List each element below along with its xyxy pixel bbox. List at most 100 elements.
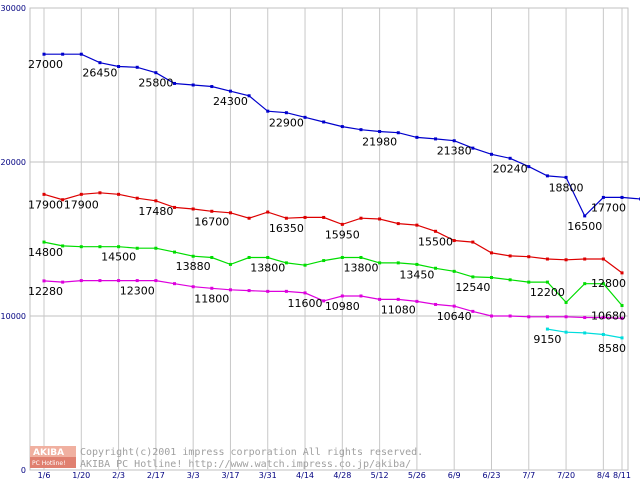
blue-point bbox=[303, 115, 307, 119]
red-point bbox=[284, 216, 288, 220]
magenta-data-label: 11080 bbox=[381, 303, 416, 316]
magenta-point bbox=[508, 314, 512, 318]
magenta-point bbox=[471, 309, 475, 313]
red-data-label: 16350 bbox=[269, 222, 304, 235]
magenta-point bbox=[154, 279, 158, 283]
cyan-point bbox=[564, 330, 568, 334]
red-point bbox=[228, 211, 232, 215]
red-point bbox=[601, 257, 605, 261]
green-series-line bbox=[43, 241, 623, 306]
blue-point bbox=[98, 61, 102, 65]
red-data-label: 16700 bbox=[194, 215, 229, 228]
green-point bbox=[434, 266, 438, 270]
green-point bbox=[191, 254, 195, 258]
blue-point bbox=[79, 52, 83, 56]
magenta-point bbox=[42, 279, 46, 283]
green-point bbox=[471, 275, 475, 279]
magenta-point bbox=[415, 299, 419, 303]
blue-point bbox=[471, 146, 475, 150]
blue-point bbox=[191, 83, 195, 87]
green-point bbox=[601, 282, 605, 286]
blue-point bbox=[434, 137, 438, 141]
blue-point bbox=[173, 81, 177, 85]
green-data-label: 13800 bbox=[343, 261, 378, 274]
green-point bbox=[583, 282, 587, 286]
red-point bbox=[154, 199, 158, 203]
red-point bbox=[583, 257, 587, 261]
green-point bbox=[228, 262, 232, 266]
green-data-label: 12200 bbox=[530, 286, 565, 299]
green-data-label: 14800 bbox=[28, 246, 63, 259]
akiba-logo-bottom: PC Hotline! bbox=[32, 460, 65, 467]
red-point bbox=[415, 223, 419, 227]
magenta-point bbox=[284, 289, 288, 293]
blue-point bbox=[135, 65, 139, 69]
copyright-line-1: Copyright(c)2001 impress corporation All… bbox=[80, 447, 423, 458]
red-point bbox=[452, 239, 456, 243]
green-point bbox=[415, 262, 419, 266]
blue-data-label: 24300 bbox=[213, 95, 248, 108]
green-point bbox=[322, 259, 326, 263]
green-data-label: 13450 bbox=[399, 268, 434, 281]
magenta-point bbox=[601, 316, 605, 320]
magenta-data-label: 12300 bbox=[120, 285, 155, 298]
x-tick-label: 5/12 bbox=[371, 471, 389, 480]
blue-data-label: 26450 bbox=[82, 67, 117, 80]
red-point bbox=[303, 215, 307, 219]
red-point bbox=[378, 217, 382, 221]
blue-point bbox=[378, 130, 382, 134]
x-tick-label: 2/3 bbox=[112, 471, 125, 480]
red-point bbox=[489, 251, 493, 255]
blue-point bbox=[247, 94, 251, 98]
magenta-point bbox=[564, 315, 568, 319]
blue-point bbox=[42, 52, 46, 56]
red-data-label: 17900 bbox=[28, 198, 63, 211]
green-data-label: 12540 bbox=[455, 281, 490, 294]
magenta-point bbox=[79, 279, 83, 283]
red-point bbox=[266, 210, 270, 214]
magenta-data-label: 12280 bbox=[28, 285, 63, 298]
green-point bbox=[378, 261, 382, 265]
red-data-label: 15950 bbox=[325, 228, 360, 241]
blue-data-label: 16500 bbox=[567, 220, 602, 233]
blue-point bbox=[452, 139, 456, 143]
x-tick-label: 1/6 bbox=[38, 471, 51, 480]
cyan-point bbox=[601, 332, 605, 336]
magenta-point bbox=[340, 294, 344, 298]
green-point bbox=[266, 255, 270, 259]
green-point bbox=[527, 280, 531, 284]
magenta-data-label: 10640 bbox=[437, 310, 472, 323]
y-tick-label: 20000 bbox=[1, 158, 26, 167]
blue-point bbox=[508, 156, 512, 160]
x-tick-label: 4/28 bbox=[333, 471, 351, 480]
red-point bbox=[322, 215, 326, 219]
green-point bbox=[303, 263, 307, 267]
red-point bbox=[396, 222, 400, 226]
red-data-label: 15500 bbox=[418, 235, 453, 248]
y-tick-label: 0 bbox=[21, 466, 26, 475]
blue-point bbox=[415, 135, 419, 139]
magenta-point bbox=[61, 280, 65, 284]
red-series-line bbox=[43, 192, 623, 274]
green-point bbox=[173, 250, 177, 254]
x-tick-label: 8/11 bbox=[613, 471, 631, 480]
red-point bbox=[61, 198, 65, 202]
green-point bbox=[135, 246, 139, 250]
x-tick-label: 2/17 bbox=[147, 471, 165, 480]
magenta-point bbox=[98, 279, 102, 283]
blue-point bbox=[564, 175, 568, 179]
green-point bbox=[98, 245, 102, 249]
blue-point bbox=[322, 120, 326, 124]
red-data-label: 17480 bbox=[138, 205, 173, 218]
red-point bbox=[98, 191, 102, 195]
x-tick-label: 6/9 bbox=[448, 471, 461, 480]
green-point bbox=[489, 276, 493, 279]
data-labels: 27000 26450 25800 24300 22900 21980 21380 20240… bbox=[28, 58, 626, 355]
magenta-point bbox=[117, 279, 121, 283]
blue-point bbox=[266, 109, 270, 113]
magenta-point bbox=[303, 291, 307, 295]
red-point bbox=[340, 222, 344, 226]
blue-point bbox=[545, 174, 549, 178]
cyan-point bbox=[583, 331, 587, 335]
